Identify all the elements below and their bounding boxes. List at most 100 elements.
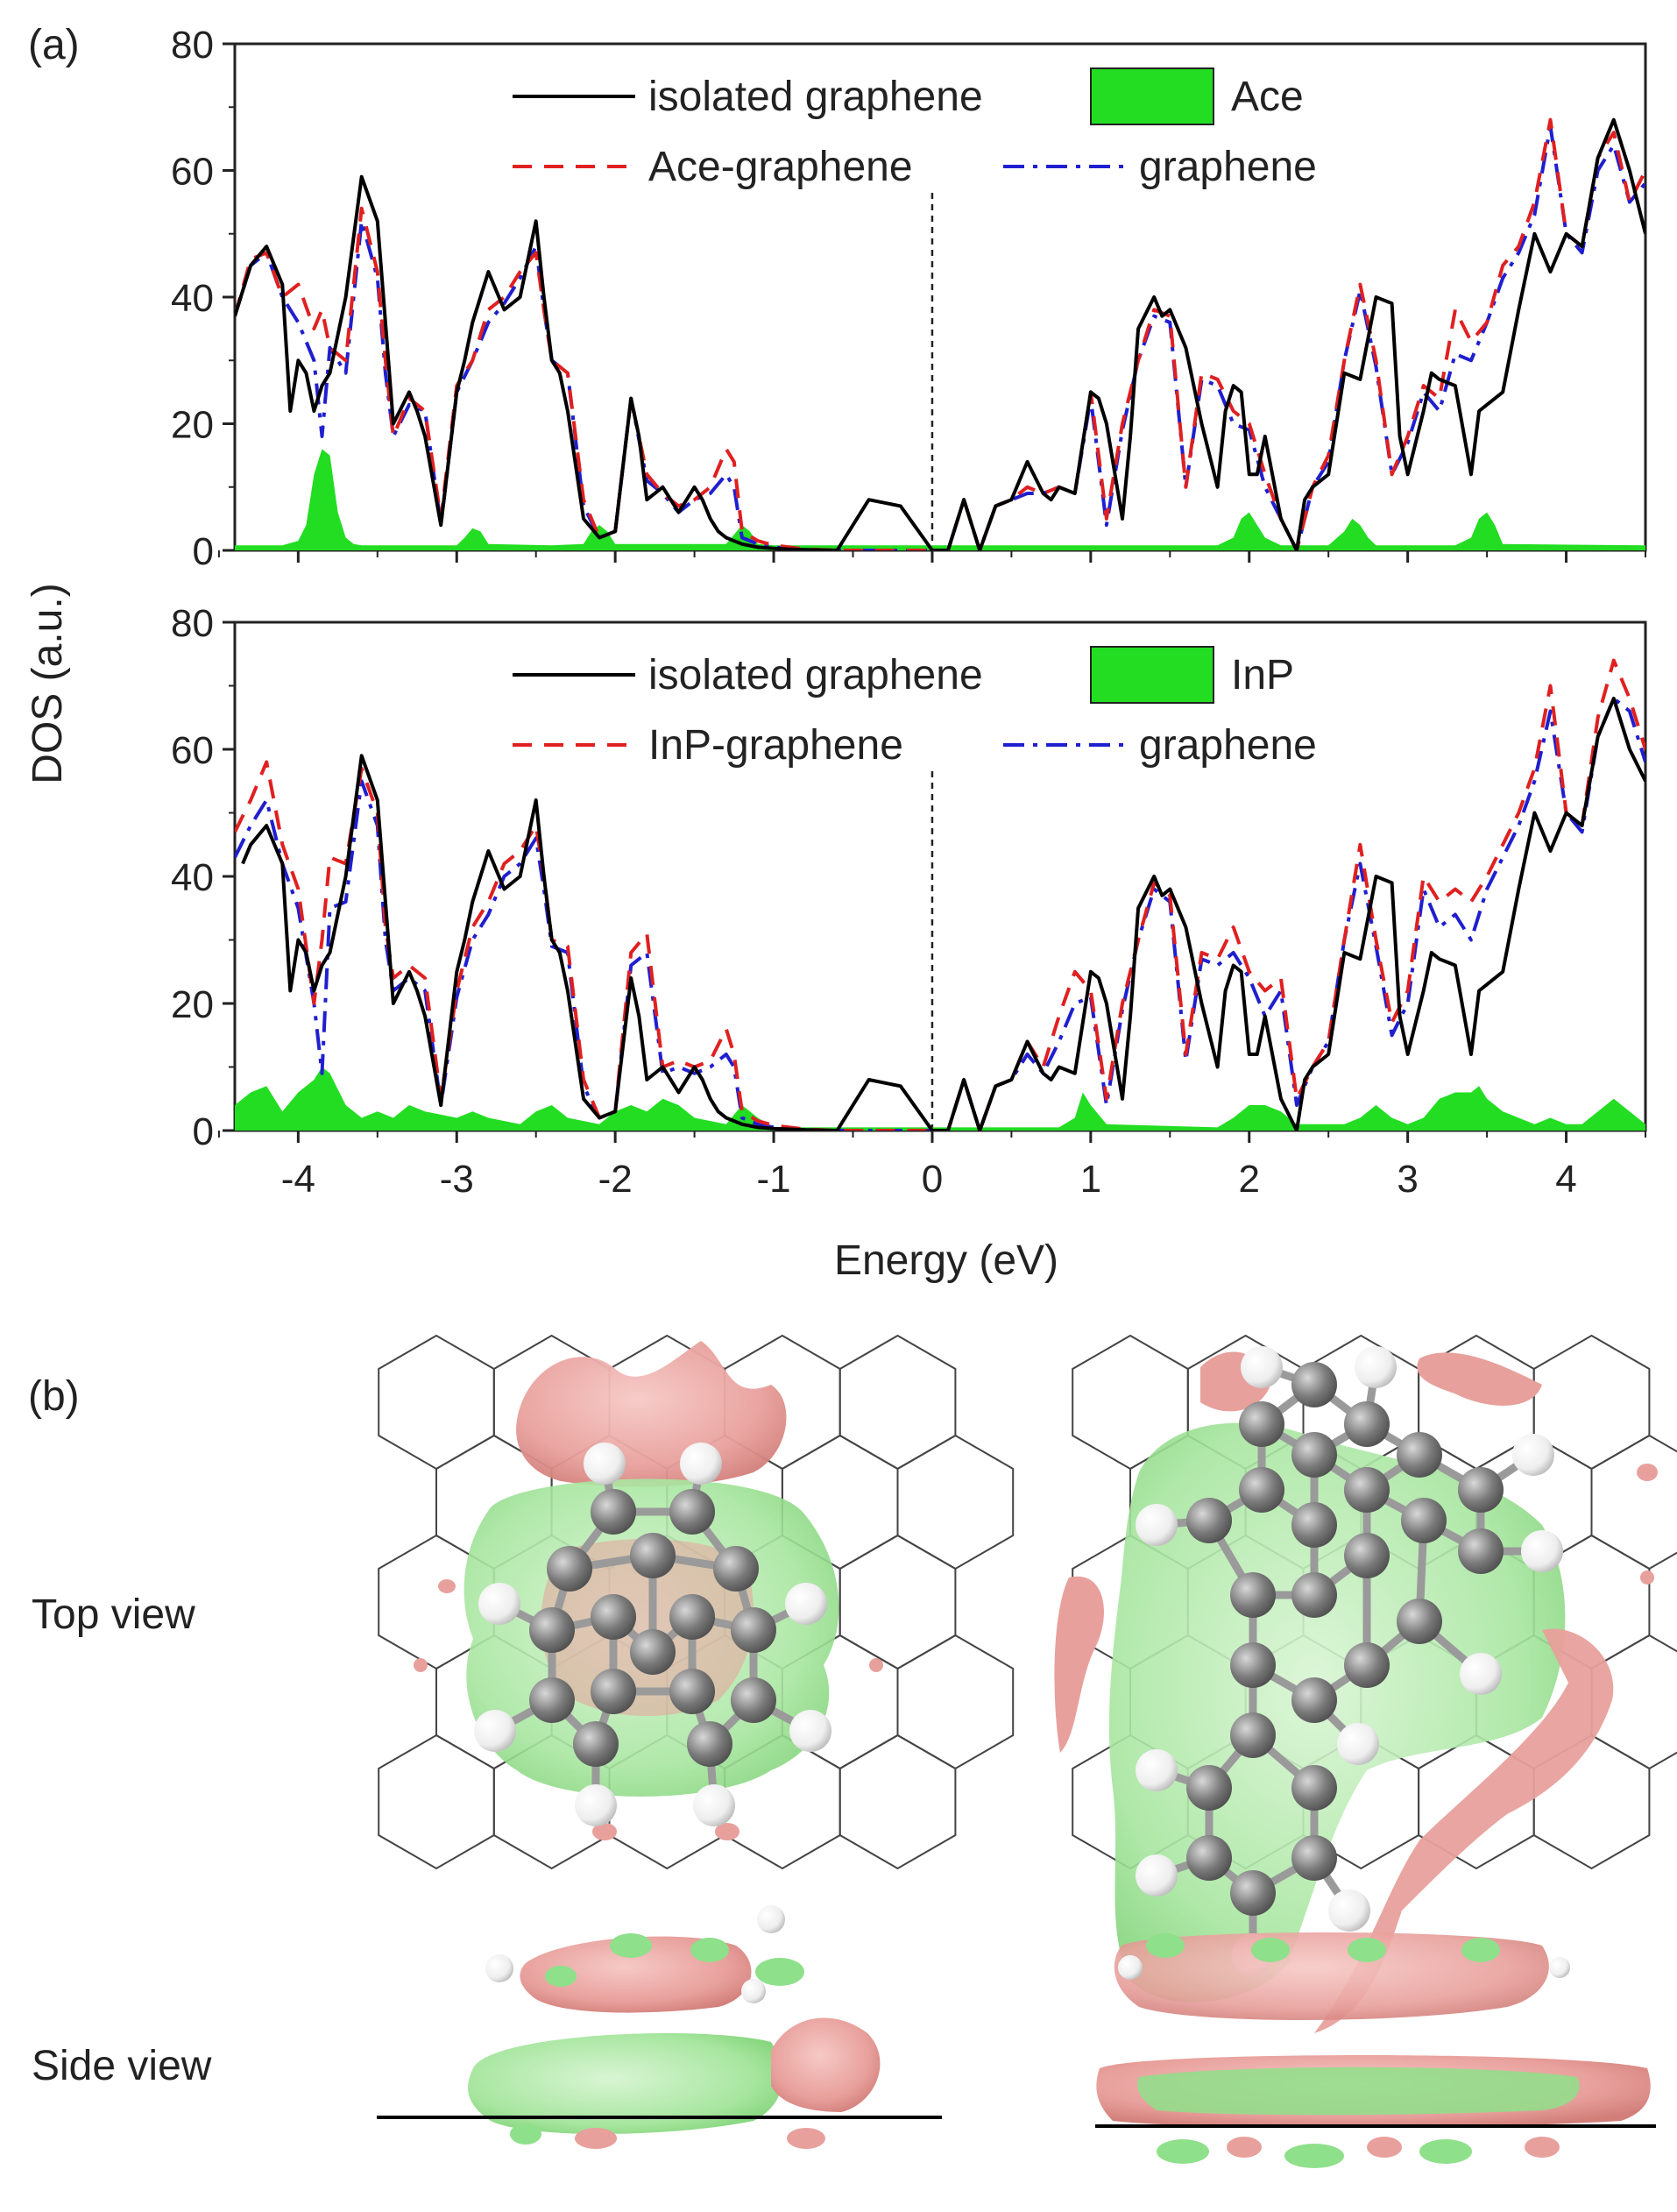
ace-molecule: [474, 1443, 831, 1826]
legend-complex-label: Ace-graphene: [648, 144, 913, 190]
row-label-side-view: Side view: [32, 2043, 212, 2089]
y-tick-label: 60: [171, 729, 214, 772]
top-dos-panel: 0 20 40 60 80 isolated graphene Ace Ace-graphen…: [171, 24, 1647, 573]
carbon-atom: [1291, 1362, 1337, 1407]
carbon-atom: [1397, 1432, 1442, 1478]
top-legend: isolated graphene Ace Ace-graphene graphene: [513, 67, 1317, 190]
carbon-atom: [591, 1594, 636, 1640]
hydrogen-atom: [1136, 1854, 1178, 1897]
x-tick-label: 4: [1555, 1158, 1576, 1201]
hydrogen-atom: [789, 1710, 831, 1752]
carbon-atom: [687, 1721, 732, 1767]
x-tick-label: -2: [598, 1158, 633, 1201]
lattice-hexagon: [896, 1634, 1015, 1770]
carbon-atom: [630, 1533, 676, 1578]
carbon-atom: [1230, 1642, 1276, 1688]
legend-molecule-swatch: [1090, 67, 1214, 125]
hydrogen-atom: [785, 1583, 827, 1625]
legend-graphene-label: graphene: [1139, 144, 1317, 190]
carbon-atom: [591, 1669, 636, 1714]
carbon-atom: [547, 1546, 592, 1592]
hydrogen-atom: [1328, 1889, 1370, 1932]
series-isolated-graphene-line: [241, 697, 1645, 1131]
carbon-atom: [731, 1607, 776, 1653]
carbon-atom: [669, 1489, 715, 1535]
carbon-atom: [1458, 1528, 1504, 1574]
x-tick-label: 2: [1239, 1158, 1260, 1201]
carbon-atom: [1344, 1533, 1390, 1578]
carbon-atom: [1458, 1467, 1504, 1513]
hydrogen-atom: [1136, 1749, 1178, 1791]
carbon-atom: [630, 1629, 676, 1675]
y-axis-label: DOS (a.u.): [25, 583, 71, 783]
carbon-atom: [1239, 1467, 1284, 1513]
hydrogen-atom: [680, 1443, 722, 1485]
carbon-atom: [1186, 1765, 1232, 1811]
legend-isolated-graphene-label: isolated graphene: [648, 74, 983, 120]
lattice-hexagon: [838, 1733, 957, 1870]
series-inp-area: [235, 1067, 1645, 1131]
hydrogen-atom: [1241, 1346, 1283, 1388]
inp-side-view: [1095, 1932, 1656, 2168]
hydrogen-atom: [584, 1443, 626, 1485]
row-label-top-view: Top view: [32, 1592, 195, 1638]
hydrogen-atom: [575, 1784, 617, 1826]
legend-graphene-label: graphene: [1139, 722, 1317, 769]
carbon-atom: [529, 1677, 575, 1723]
x-tick-label: -4: [281, 1158, 315, 1201]
hydrogen-atom: [478, 1583, 520, 1625]
legend-molecule-swatch: [1090, 646, 1214, 704]
carbon-atom: [1230, 1870, 1276, 1916]
hydrogen-atom: [1136, 1504, 1178, 1546]
inp-molecule: [1136, 1346, 1563, 1975]
hydrogen-atom: [1512, 1434, 1554, 1476]
lattice-hexagon: [1590, 1434, 1677, 1570]
panel-label-a: (a): [28, 22, 80, 68]
ace-side-view: [377, 1905, 942, 2149]
x-tick-label: -1: [756, 1158, 790, 1201]
carbon-atom: [529, 1607, 575, 1653]
carbon-atom: [713, 1546, 759, 1592]
carbon-atom: [1291, 1432, 1337, 1478]
carbon-atom: [1291, 1572, 1337, 1618]
carbon-atom: [731, 1677, 776, 1723]
structure-figure: [377, 1334, 1677, 2168]
hydrogen-atom: [474, 1710, 516, 1752]
y-tick-label: 80: [171, 24, 214, 67]
bottom-dos-panel: 0 20 40 60 80 -4 -3 -2 -1 0 1 2 3 4 isolated graphene I…: [171, 602, 1647, 1201]
y-tick-label: 0: [193, 530, 214, 573]
y-tick-label: 40: [171, 856, 214, 899]
lattice-hexagon: [378, 1334, 495, 1471]
carbon-atom: [1344, 1642, 1390, 1688]
lattice-hexagon: [838, 1534, 957, 1670]
carbon-atom: [1230, 1712, 1276, 1758]
carbon-atom: [1397, 1599, 1442, 1644]
lattice-hexagon: [378, 1733, 495, 1870]
y-tick-label: 20: [171, 404, 214, 447]
x-tick-label: 3: [1397, 1158, 1418, 1201]
lattice-hexagon: [896, 1434, 1015, 1570]
carbon-atom: [1186, 1498, 1232, 1543]
y-tick-label: 0: [193, 1110, 214, 1153]
carbon-atom: [669, 1594, 715, 1640]
carbon-atom: [573, 1721, 619, 1767]
x-tick-label: -3: [440, 1158, 474, 1201]
legend-molecule-label: Ace: [1231, 74, 1304, 120]
y-tick-label: 60: [171, 151, 214, 194]
carbon-atom: [1186, 1835, 1232, 1881]
y-tick-label: 20: [171, 983, 214, 1026]
legend-isolated-graphene-label: isolated graphene: [648, 652, 983, 698]
dos-chart: DOS (a.u.) Energy (eV) 020406080isolated…: [25, 24, 1647, 1284]
x-axis-label: Energy (eV): [834, 1237, 1058, 1284]
y-tick-label: 40: [171, 277, 214, 320]
hydrogen-atom: [1521, 1530, 1563, 1572]
lattice-hexagon: [838, 1334, 957, 1471]
carbon-atom: [591, 1489, 636, 1535]
y-tick-label: 80: [171, 602, 214, 645]
carbon-atom: [1291, 1677, 1337, 1723]
x-tick-label: 1: [1080, 1158, 1101, 1201]
panel-label-b: (b): [28, 1373, 80, 1420]
hydrogen-atom: [1460, 1653, 1502, 1695]
carbon-atom: [1401, 1498, 1447, 1543]
legend-molecule-label: InP: [1231, 652, 1294, 698]
